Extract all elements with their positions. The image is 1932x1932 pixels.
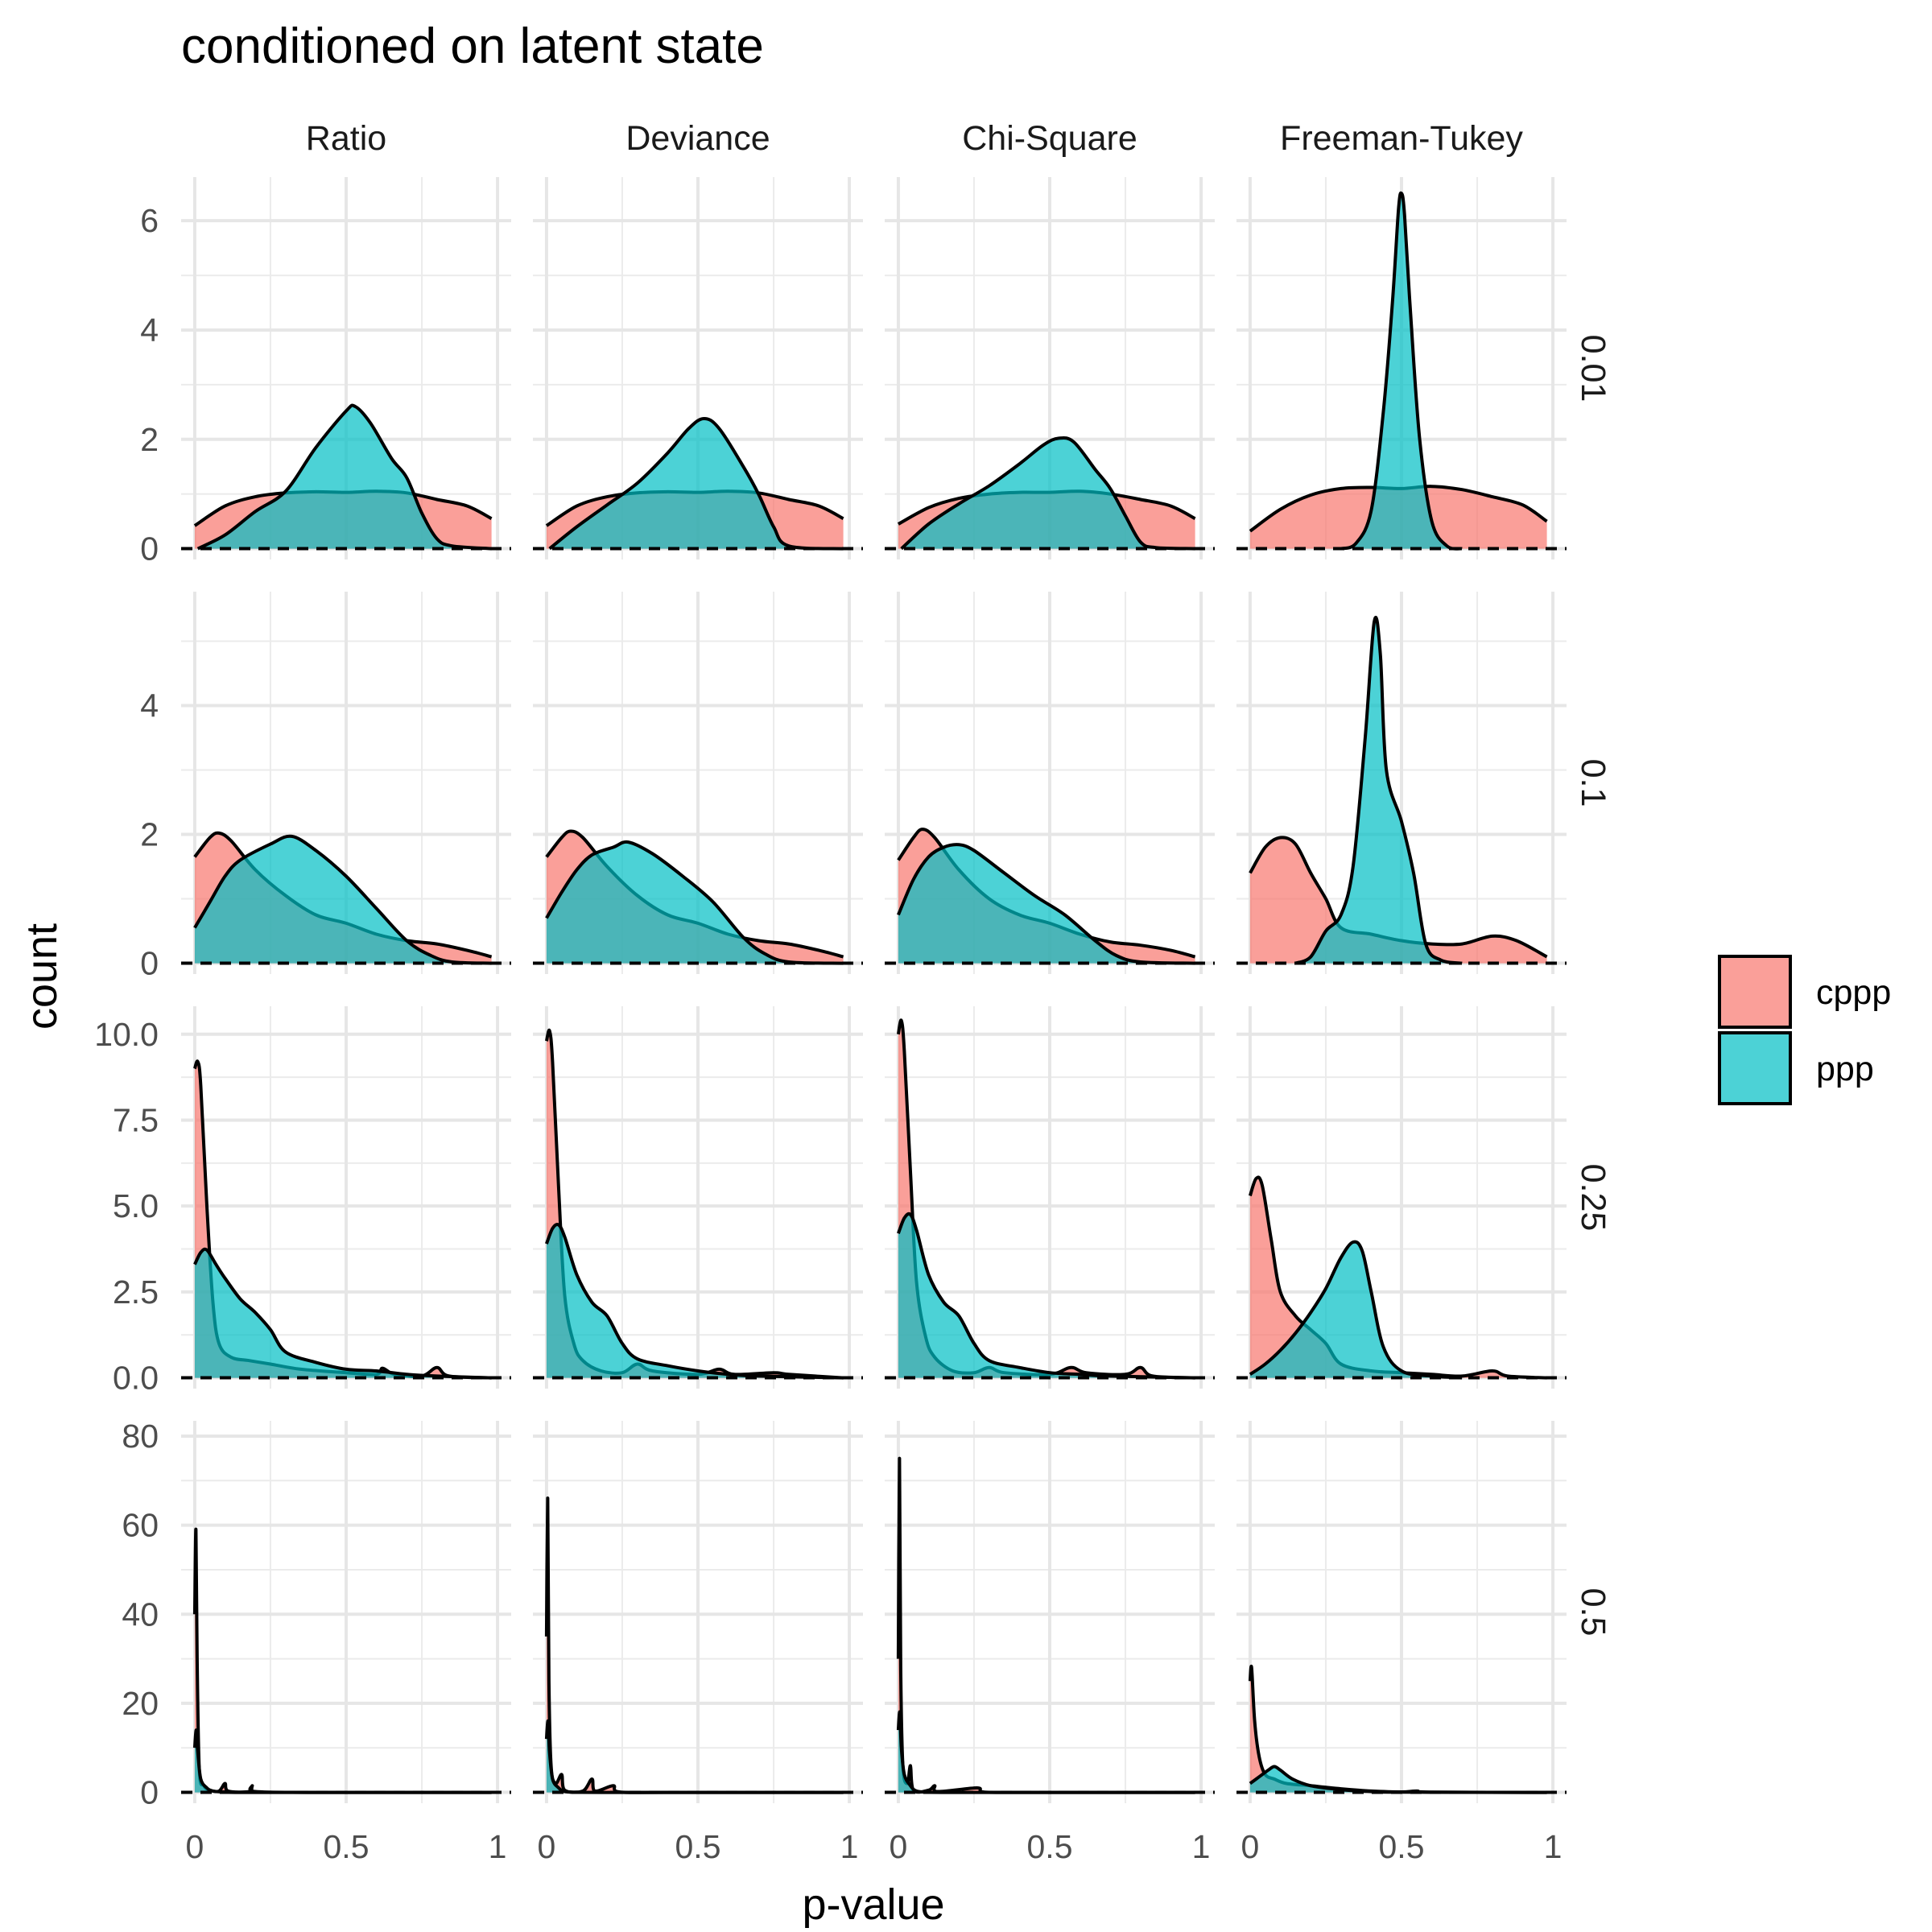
y-tick-label: 60 — [122, 1507, 159, 1544]
density-area-ppp — [546, 1224, 844, 1378]
density-line-ppp — [196, 403, 492, 551]
x-tick-label: 0 — [186, 1828, 204, 1865]
panel-freeman-tukey-0-5 — [1236, 1421, 1567, 1803]
density-area-ppp — [1295, 617, 1463, 964]
panel-deviance-0-5 — [533, 1421, 863, 1803]
panel-chi-square-0-5 — [885, 1421, 1215, 1803]
density-area-ppp — [1249, 1241, 1463, 1378]
density-line-ppp — [900, 436, 1195, 551]
y-axis-title: count — [18, 923, 66, 1030]
density-line-ppp — [192, 1728, 492, 1794]
density-area-ppp — [194, 1249, 492, 1378]
x-tick-label: 1 — [489, 1828, 507, 1865]
y-tick-label: 5.0 — [113, 1187, 159, 1224]
x-tick-label: 0.5 — [324, 1828, 369, 1865]
density-line-ppp — [193, 1247, 492, 1380]
y-tick-label: 80 — [122, 1418, 159, 1455]
chart-title: conditioned on latent state — [181, 19, 764, 74]
density-line-ppp — [545, 840, 844, 965]
density-area-cppp — [1249, 1666, 1547, 1793]
density-area-ppp — [546, 841, 844, 964]
legend-key-cppp — [1718, 955, 1792, 1029]
facet-row-label-0-5: 0.5 — [1574, 1588, 1612, 1637]
panel-ratio-0-01 — [181, 177, 511, 559]
x-tick-label: 0 — [1241, 1828, 1260, 1865]
y-tick-label: 40 — [122, 1596, 159, 1633]
density-line-ppp — [897, 843, 1195, 965]
density-line-ppp — [193, 834, 492, 965]
y-tick-label: 7.5 — [113, 1101, 159, 1138]
legend-key-ppp — [1718, 1031, 1792, 1105]
density-line-ppp — [897, 1212, 1195, 1380]
panel-ratio-0-25 — [181, 1006, 511, 1389]
density-area-ppp — [1249, 1766, 1547, 1793]
x-tick-label: 1 — [840, 1828, 859, 1865]
x-tick-label: 0.5 — [1379, 1828, 1425, 1865]
facet-row-label-0-25: 0.25 — [1574, 1164, 1612, 1232]
panel-deviance-0-01 — [533, 177, 863, 559]
x-axis-title: p-value — [802, 1880, 944, 1929]
density-area-ppp — [901, 437, 1195, 549]
y-tick-label: 2 — [140, 816, 159, 853]
panel-freeman-tukey-0-01 — [1236, 177, 1567, 559]
x-tick-label: 0.5 — [1027, 1828, 1073, 1865]
facet-row-label-0-1: 0.1 — [1574, 759, 1612, 807]
panel-ratio-0-1 — [181, 592, 511, 974]
y-tick-label: 0 — [140, 1774, 159, 1811]
facet-column-label-chi-square: Chi-Square — [962, 119, 1137, 158]
density-area-ppp — [549, 419, 844, 549]
panel-freeman-tukey-0-1 — [1236, 592, 1567, 974]
panel-freeman-tukey-0-25 — [1236, 1006, 1567, 1389]
y-tick-label: 20 — [122, 1685, 159, 1722]
density-area-cppp — [898, 1458, 1195, 1793]
y-tick-label: 0 — [140, 530, 159, 568]
legend-label-cppp: cppp — [1816, 973, 1891, 1012]
y-tick-label: 0 — [140, 945, 159, 982]
density-line-ppp — [1294, 615, 1463, 965]
y-tick-label: 4 — [140, 312, 159, 349]
panel-chi-square-0-25 — [885, 1006, 1215, 1389]
y-tick-label: 4 — [140, 687, 159, 724]
panel-ratio-0-5 — [181, 1421, 511, 1803]
density-area-ppp — [197, 405, 492, 549]
density-line-ppp — [548, 417, 844, 551]
panel-deviance-0-1 — [533, 592, 863, 974]
facet-column-label-freeman-tukey: Freeman-Tukey — [1280, 119, 1523, 158]
y-tick-label: 2 — [140, 421, 159, 458]
panel-deviance-0-25 — [533, 1006, 863, 1389]
facet-column-label-ratio: Ratio — [306, 119, 386, 158]
facet-panels: Ratio Deviance Chi-Square Freeman-Tukey0.01… — [94, 119, 1612, 1865]
density-area-ppp — [898, 1711, 1195, 1793]
y-tick-label: 0.0 — [113, 1360, 159, 1397]
panel-chi-square-0-01 — [885, 177, 1215, 559]
facet-column-label-deviance: Deviance — [625, 119, 770, 158]
panel-chi-square-0-1 — [885, 592, 1215, 974]
density-area-cppp — [194, 1529, 492, 1793]
density-line-ppp — [1249, 1240, 1463, 1380]
x-tick-label: 1 — [1544, 1828, 1563, 1865]
density-line-ppp — [1340, 191, 1463, 551]
y-tick-label: 6 — [140, 202, 159, 239]
density-line-ppp — [896, 1710, 1195, 1794]
facet-row-label-0-01: 0.01 — [1574, 335, 1612, 402]
legend-label-ppp: ppp — [1816, 1050, 1874, 1088]
x-tick-label: 1 — [1192, 1828, 1211, 1865]
y-tick-label: 10.0 — [94, 1016, 159, 1053]
y-tick-label: 2.5 — [113, 1274, 159, 1311]
density-area-ppp — [194, 836, 492, 964]
density-line-cppp — [1248, 1664, 1547, 1794]
density-line-ppp — [545, 1223, 844, 1380]
density-area-ppp — [194, 1730, 492, 1793]
density-area-ppp — [898, 1213, 1195, 1378]
density-area-ppp — [1340, 192, 1463, 549]
x-tick-label: 0 — [538, 1828, 556, 1865]
density-line-cppp — [192, 1527, 492, 1794]
legend: cppp ppp — [1718, 955, 1891, 1105]
density-line-cppp — [896, 1456, 1195, 1794]
x-tick-label: 0 — [890, 1828, 908, 1865]
density-line-ppp — [544, 1719, 844, 1794]
x-tick-label: 0.5 — [675, 1828, 721, 1865]
